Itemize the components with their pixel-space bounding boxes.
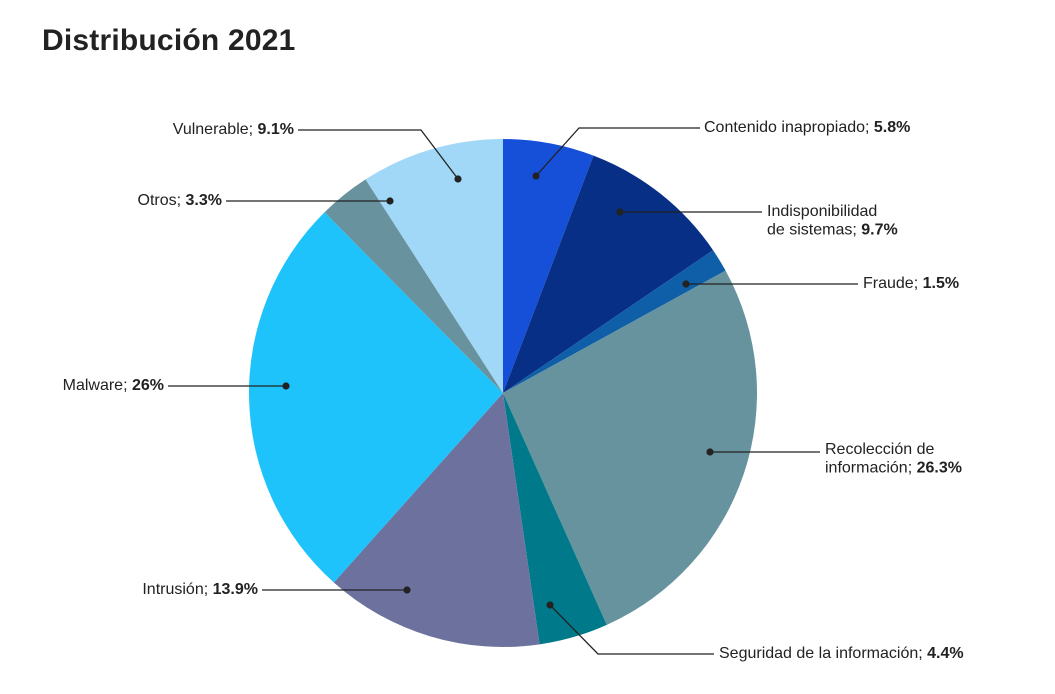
slice-value-recoleccion-de-informacion: 26.3% bbox=[917, 460, 962, 477]
slice-value-contenido-inapropiado: 5.8% bbox=[874, 119, 910, 136]
slice-label-intrusion: Intrusión; 13.9% bbox=[142, 581, 258, 598]
leader-line-seguridad-de-la-informacion bbox=[549, 604, 714, 655]
slice-value-indisponibilidad-de-sistemas: 9.7% bbox=[861, 222, 897, 239]
slice-value-vulnerable: 9.1% bbox=[258, 121, 294, 138]
leader-dot-vulnerable bbox=[454, 175, 462, 183]
slice-label-indisponibilidad-de-sistemas: Indisponibilidad de sistemas; 9.7% bbox=[767, 203, 898, 238]
leader-line-vulnerable bbox=[298, 129, 459, 180]
slice-label-contenido-inapropiado: Contenido inapropiado; 5.8% bbox=[704, 119, 910, 136]
leader-dot-indisponibilidad-de-sistemas bbox=[616, 208, 624, 216]
pie-slice-indisponibilidad-de-sistemas bbox=[503, 155, 714, 393]
leader-dot-intrusion bbox=[403, 586, 411, 594]
pie-slice-intrusion bbox=[333, 393, 540, 647]
leader-dot-contenido-inapropiado bbox=[532, 172, 540, 180]
slice-value-malware: 26% bbox=[132, 377, 164, 394]
slice-label-seguridad-de-la-informacion: Seguridad de la información; 4.4% bbox=[719, 645, 964, 662]
pie-slice-malware bbox=[248, 212, 503, 583]
slice-value-intrusion: 13.9% bbox=[213, 581, 258, 598]
slice-label-recoleccion-de-informacion: Recolección de información; 26.3% bbox=[825, 441, 962, 476]
slice-label-otros: Otros; 3.3% bbox=[138, 192, 222, 209]
slice-value-seguridad-de-la-informacion: 4.4% bbox=[927, 645, 963, 662]
leader-dot-otros bbox=[386, 197, 394, 205]
leader-dot-malware bbox=[282, 382, 290, 390]
leader-dot-seguridad-de-la-informacion bbox=[546, 601, 554, 609]
leader-dot-fraude bbox=[682, 280, 690, 288]
slice-label-fraude: Fraude; 1.5% bbox=[863, 275, 959, 292]
pie-slice-fraude bbox=[503, 250, 726, 393]
pie-slice-vulnerable bbox=[365, 139, 503, 393]
pie-slice-otros bbox=[324, 179, 503, 393]
chart-title: Distribución 2021 bbox=[42, 24, 296, 57]
slice-value-otros: 3.3% bbox=[186, 192, 222, 209]
slice-label-vulnerable: Vulnerable; 9.1% bbox=[173, 121, 294, 138]
pie-slice-recoleccion-de-informacion bbox=[503, 270, 757, 625]
slice-value-fraude: 1.5% bbox=[923, 275, 959, 292]
pie-slice-contenido-inapropiado bbox=[503, 139, 594, 393]
leader-line-contenido-inapropiado bbox=[535, 127, 700, 177]
slice-label-malware: Malware; 26% bbox=[63, 377, 164, 394]
pie-slice-seguridad-de-la-informacion bbox=[503, 393, 607, 645]
leader-dot-recoleccion-de-informacion bbox=[706, 448, 714, 456]
